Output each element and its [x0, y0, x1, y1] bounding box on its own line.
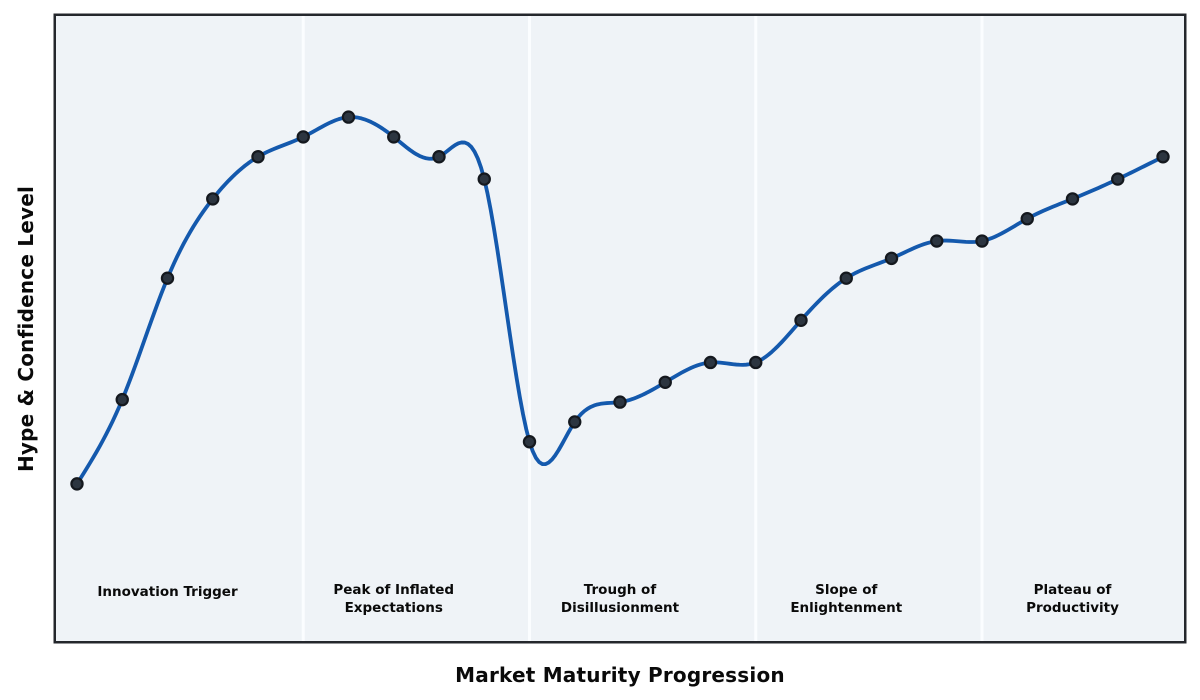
phase-label: Slope of Enlightenment	[790, 582, 902, 616]
phase-label: Innovation Trigger	[97, 584, 238, 600]
data-point	[251, 150, 265, 164]
phase-label-line: Peak of Inflated	[333, 582, 454, 598]
data-point	[206, 192, 220, 206]
phase-label-line: Plateau of	[1034, 582, 1112, 598]
phase-label-line: Innovation Trigger	[97, 584, 238, 600]
plot-frame	[53, 13, 1187, 644]
data-point	[387, 130, 401, 144]
data-point	[975, 234, 989, 248]
phase-label-line: Slope of	[815, 582, 877, 598]
data-point	[477, 172, 491, 186]
plot-area	[54, 14, 1186, 643]
data-point	[794, 313, 808, 328]
data-point	[432, 150, 446, 164]
phase-label-line: Trough of	[584, 582, 657, 598]
data-point	[1020, 212, 1034, 226]
data-point	[749, 355, 763, 370]
phase-label: Peak of Inflated Expectations	[333, 582, 454, 616]
phase-label-line: Disillusionment	[561, 600, 680, 616]
data-point	[1065, 192, 1080, 206]
data-point	[1111, 172, 1125, 186]
y-axis-title: Hype & Confidence Level	[14, 185, 38, 473]
data-point	[658, 375, 672, 389]
phase-label: Plateau of Productivity	[1026, 582, 1119, 616]
data-point	[839, 271, 853, 285]
data-point	[160, 271, 175, 285]
phase-label-line: Productivity	[1026, 600, 1119, 616]
data-point	[70, 477, 84, 491]
data-point	[568, 415, 582, 429]
data-point	[703, 355, 718, 370]
data-point	[115, 392, 129, 407]
phase-label-line: Enlightenment	[790, 600, 902, 616]
data-point	[341, 110, 356, 124]
data-point	[522, 435, 537, 449]
phase-label: Trough of Disillusionment	[561, 582, 680, 616]
phase-label-line: Expectations	[345, 600, 443, 616]
data-point	[884, 251, 899, 266]
data-point	[613, 395, 627, 409]
x-axis-title: Market Maturity Progression	[455, 663, 785, 687]
data-point	[296, 130, 310, 144]
data-point	[930, 234, 944, 248]
data-point	[1156, 150, 1170, 164]
